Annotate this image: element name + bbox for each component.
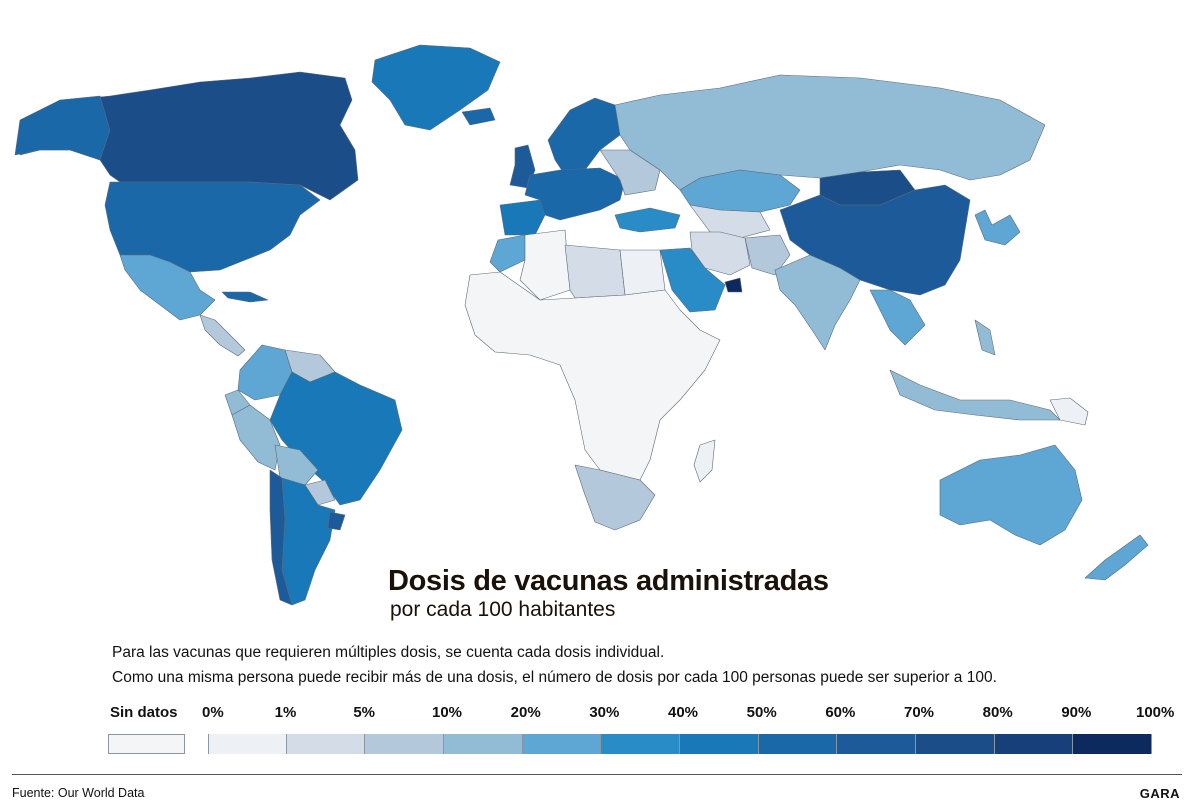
legend: Sin datos 0% 1% 5% 10% 20% 30% 40% 50% 60% 70% 80%… [0, 704, 1192, 754]
legend-tick-label: 60% [825, 704, 856, 721]
legend-nodata-swatch [108, 734, 185, 754]
legend-swatch [1073, 734, 1152, 754]
legend-tick-label: 0% [202, 704, 224, 721]
legend-swatch [837, 734, 916, 754]
legend-tick-label: 30% [589, 704, 620, 721]
legend-tick-label: 40% [668, 704, 699, 721]
map-region-southeast-asia[interactable] [869, 289, 926, 346]
world-map [14, 44, 1149, 606]
legend-tick-label: 20% [510, 704, 541, 721]
legend-tick-label: 50% [746, 704, 777, 721]
map-region-southern-africa[interactable] [574, 464, 656, 531]
legend-swatch [916, 734, 995, 754]
note-line: Como una misma persona puede recibir más… [112, 669, 997, 686]
map-region-afghanistan-pakistan[interactable] [744, 234, 791, 276]
map-region-australia[interactable] [939, 444, 1083, 546]
map-region-madagascar[interactable] [693, 439, 716, 483]
map-region-alaska[interactable] [14, 95, 111, 161]
map-region-russia[interactable] [614, 74, 1046, 191]
map-region-uruguay[interactable] [327, 511, 346, 531]
map-region-uae[interactable] [724, 277, 743, 293]
map-region-sahel-west-africa[interactable] [464, 271, 721, 481]
map-region-korea-japan[interactable] [974, 209, 1021, 246]
legend-tick-label: 90% [1061, 704, 1092, 721]
map-region-indonesia[interactable] [889, 369, 1061, 421]
footer-rule [12, 774, 1182, 775]
legend-tick-label: 10% [432, 704, 463, 721]
map-region-new-zealand[interactable] [1084, 534, 1149, 581]
legend-tick-label: 100% [1136, 704, 1175, 721]
legend-tick-label: 80% [982, 704, 1013, 721]
legend-swatch [208, 734, 287, 754]
map-region-iceland[interactable] [461, 107, 496, 126]
legend-swatch [994, 734, 1074, 754]
map-title: Dosis de vacunas administradas [388, 565, 829, 597]
map-region-bolivia[interactable] [274, 444, 319, 486]
map-region-greenland[interactable] [371, 44, 501, 131]
map-region-egypt[interactable] [619, 249, 666, 296]
legend-swatch [680, 734, 759, 754]
map-region-western-europe[interactable] [524, 167, 626, 221]
legend-swatch [758, 734, 838, 754]
legend-tick-label: 5% [353, 704, 376, 721]
map-region-turkey[interactable] [614, 207, 681, 233]
legend-nodata-label: Sin datos [110, 704, 178, 721]
notes: Para las vacunas que requieren múltiples… [112, 640, 997, 690]
map-subtitle: por cada 100 habitantes [390, 598, 616, 621]
map-region-iberia[interactable] [499, 199, 546, 236]
map-region-mexico[interactable] [119, 254, 216, 321]
map-region-philippines[interactable] [974, 319, 996, 356]
legend-swatch [286, 734, 366, 754]
map-region-cuba[interactable] [221, 291, 269, 303]
map-region-usa[interactable] [104, 181, 321, 273]
map-region-libya[interactable] [564, 244, 626, 299]
legend-tick-label: 1% [274, 704, 297, 721]
note-line: Para las vacunas que requieren múltiples… [112, 644, 665, 661]
map-region-papua[interactable] [1049, 397, 1089, 426]
legend-swatch [444, 734, 523, 754]
legend-swatch [522, 734, 602, 754]
title-block: Dosis de vacunas administradas por cada … [388, 564, 829, 622]
map-region-argentina[interactable] [281, 477, 336, 606]
map-region-brazil[interactable] [269, 371, 403, 506]
map-region-scandinavia[interactable] [547, 97, 621, 176]
brand-logo: GARA [1139, 786, 1180, 801]
legend-swatch [365, 734, 444, 754]
legend-tick-label: 70% [904, 704, 935, 721]
map-region-india[interactable] [774, 254, 861, 351]
source-credit: Fuente: Our World Data [12, 786, 145, 800]
map-region-morocco[interactable] [489, 234, 526, 273]
legend-swatch [601, 734, 680, 754]
map-region-central-america[interactable] [199, 314, 246, 357]
map-region-algeria[interactable] [519, 229, 571, 301]
map-region-saudi-arabia[interactable] [659, 247, 726, 313]
map-region-iran[interactable] [689, 231, 751, 276]
